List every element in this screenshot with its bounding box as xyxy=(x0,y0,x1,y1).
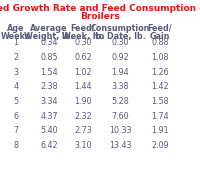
Text: Feed/: Feed/ xyxy=(148,24,172,33)
Text: 4.37: 4.37 xyxy=(40,112,58,121)
Text: 3.38: 3.38 xyxy=(111,82,129,91)
Text: 0.88: 0.88 xyxy=(151,38,169,47)
Text: Gain: Gain xyxy=(150,32,170,41)
Text: 5: 5 xyxy=(13,97,19,106)
Text: 1.94: 1.94 xyxy=(111,68,129,77)
Text: 1.91: 1.91 xyxy=(151,127,169,135)
Text: 1.54: 1.54 xyxy=(40,68,58,77)
Text: 7: 7 xyxy=(13,127,19,135)
Text: Weeks: Weeks xyxy=(1,32,31,41)
Text: Feed/: Feed/ xyxy=(71,24,95,33)
Text: 0.92: 0.92 xyxy=(111,53,129,62)
Text: 1: 1 xyxy=(14,38,18,47)
Text: 1.08: 1.08 xyxy=(151,53,169,62)
Text: 3.34: 3.34 xyxy=(40,97,58,106)
Text: 0.30: 0.30 xyxy=(111,38,129,47)
Text: 0.85: 0.85 xyxy=(40,53,58,62)
Text: 13.43: 13.43 xyxy=(109,141,131,150)
Text: 2.32: 2.32 xyxy=(74,112,92,121)
Text: Estimated Growth Rate and Feed Consumption of White: Estimated Growth Rate and Feed Consumpti… xyxy=(0,4,200,13)
Text: 1.26: 1.26 xyxy=(151,68,169,77)
Text: 2.38: 2.38 xyxy=(40,82,58,91)
Text: 1.90: 1.90 xyxy=(74,97,92,106)
Text: 2.09: 2.09 xyxy=(151,141,169,150)
Text: 1.42: 1.42 xyxy=(151,82,169,91)
Text: Consumption: Consumption xyxy=(90,24,150,33)
Text: 5.28: 5.28 xyxy=(111,97,129,106)
Text: 5.40: 5.40 xyxy=(40,127,58,135)
Text: 6: 6 xyxy=(14,112,18,121)
Text: 3.10: 3.10 xyxy=(74,141,92,150)
Text: 1.02: 1.02 xyxy=(74,68,92,77)
Text: Broilers: Broilers xyxy=(80,12,120,21)
Text: 2.73: 2.73 xyxy=(74,127,92,135)
Text: 0.62: 0.62 xyxy=(74,53,92,62)
Text: 4: 4 xyxy=(14,82,18,91)
Text: 0.30: 0.30 xyxy=(74,38,92,47)
Text: Age: Age xyxy=(7,24,25,33)
Text: 0.34: 0.34 xyxy=(40,38,58,47)
Text: 1.58: 1.58 xyxy=(151,97,169,106)
Text: 8: 8 xyxy=(14,141,18,150)
Text: 7.60: 7.60 xyxy=(111,112,129,121)
Text: 2: 2 xyxy=(13,53,19,62)
Text: Weight, lb.: Weight, lb. xyxy=(24,32,74,41)
Text: Average: Average xyxy=(30,24,68,33)
Text: 6.42: 6.42 xyxy=(40,141,58,150)
Text: 10.33: 10.33 xyxy=(109,127,131,135)
Text: to Date, lb.: to Date, lb. xyxy=(95,32,145,41)
Text: 3: 3 xyxy=(14,68,18,77)
Text: Week, lb.: Week, lb. xyxy=(62,32,104,41)
Text: 1.44: 1.44 xyxy=(74,82,92,91)
Text: 1.74: 1.74 xyxy=(151,112,169,121)
